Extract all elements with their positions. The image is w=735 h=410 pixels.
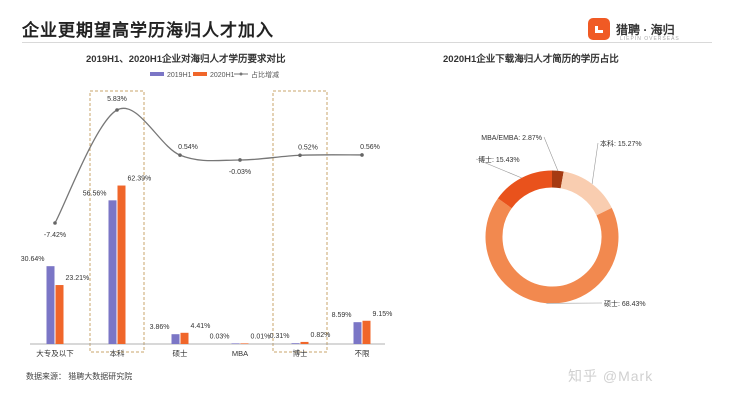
legend-label-2: 占比增减 — [251, 70, 279, 79]
donut-leader-2 — [475, 158, 522, 179]
bar-2019H1-4 — [291, 343, 300, 344]
bar-label-2019H1-1: 56.56% — [83, 190, 107, 197]
x-tick-label-1: 本科 — [110, 348, 125, 358]
line-point-4 — [298, 153, 302, 158]
watermark: 知乎 @Mark — [568, 368, 654, 384]
line-point-1 — [115, 108, 119, 112]
donut-leader-3 — [543, 136, 559, 171]
bar-label-2019H1-2: 3.86% — [150, 324, 170, 331]
line-label-0: -7.42% — [44, 232, 66, 239]
bar-chart-title: 2019H1、2020H1企业对海归人才学历要求对比 — [86, 54, 286, 65]
x-tick-label-3: MBA — [232, 349, 248, 358]
line-point-0 — [53, 221, 57, 225]
bar-2020H1-3 — [240, 343, 249, 344]
bar-2019H1-2 — [171, 334, 180, 344]
bar-label-2020H1-0: 23.21% — [66, 275, 90, 282]
bar-label-2020H1-2: 4.41% — [191, 323, 211, 330]
title-divider — [22, 42, 712, 43]
bar-2020H1-5 — [362, 320, 371, 344]
page-title: 企业更期望高学历海归人才加入 — [22, 21, 274, 40]
brand-tagline: LIEPIN OVERSEAS — [620, 36, 680, 42]
donut-label-3: MBA/EMBA: 2.87% — [481, 135, 542, 142]
highlight-box-1 — [272, 90, 328, 353]
legend-label-1: 2020H1 — [210, 72, 235, 79]
bar-label-2020H1-4: 0.82% — [311, 332, 331, 339]
x-tick-label-5: 不限 — [355, 349, 370, 358]
bar-chart-legend: 2019H1 2020H1 占比增减 — [150, 70, 279, 79]
line-label-1: 5.83% — [107, 96, 127, 103]
bar-label-2020H1-1: 62.39% — [128, 176, 152, 183]
x-tick-label-4: 博士 — [293, 348, 308, 358]
x-tick-label-0: 大专及以下 — [36, 348, 74, 358]
bar-2019H1-5 — [353, 322, 362, 344]
bar-label-2019H1-0: 30.64% — [21, 256, 45, 263]
legend-label-0: 2019H1 — [167, 72, 192, 79]
data-source-value: 猎聘大数据研究院 — [68, 372, 133, 381]
brand-name: 猎聘 · 海归 — [616, 22, 675, 37]
bar-2019H1-3 — [231, 343, 240, 344]
donut-label-0: 硕士: 68.43% — [604, 299, 646, 308]
bar-2020H1-0 — [55, 285, 64, 344]
donut-slice-0 — [485, 198, 619, 304]
data-source-label: 数据来源： — [26, 372, 66, 381]
line-point-5 — [360, 153, 364, 157]
legend-swatch-1 — [193, 72, 207, 76]
donut-slice-3 — [551, 170, 564, 189]
bar-2020H1-2 — [180, 332, 189, 344]
highlight-box-0 — [89, 90, 145, 353]
x-tick-label-2: 硕士 — [173, 348, 188, 358]
donut-slice-1 — [560, 171, 612, 216]
bar-2019H1-0 — [46, 266, 55, 344]
liepin-logo-icon — [588, 18, 610, 40]
bar-2020H1-4 — [300, 341, 309, 344]
data-source: 数据来源： 猎聘大数据研究院 — [26, 371, 132, 382]
bar-label-2019H1-4: 0.31% — [270, 333, 290, 340]
bar-label-2019H1-3: 0.03% — [210, 333, 230, 340]
brand-logo-group: 猎聘 · 海归 — [588, 18, 675, 40]
bar-2019H1-1 — [108, 200, 117, 344]
line-label-4: 0.52% — [298, 144, 318, 151]
legend-swatch-0 — [150, 72, 164, 76]
donut-chart-title: 2020H1企业下载海归人才简历的学历占比 — [443, 54, 619, 65]
line-point-2 — [178, 153, 182, 157]
bar-label-2019H1-5: 8.59% — [332, 312, 352, 319]
line-label-3: -0.03% — [229, 169, 251, 176]
donut-leader-1 — [591, 142, 599, 184]
bar-label-2020H1-3: 0.01% — [251, 333, 271, 340]
line-label-2: 0.54% — [178, 144, 198, 151]
legend-marker-2 — [239, 72, 243, 76]
bar-label-2020H1-5: 9.15% — [373, 311, 393, 318]
line-point-3 — [238, 158, 242, 162]
donut-label-1: 本科: 15.27% — [600, 139, 642, 148]
line-label-5: 0.56% — [360, 144, 380, 151]
bar-2020H1-1 — [117, 185, 126, 344]
donut-label-2: 博士: 15.43% — [478, 155, 520, 164]
donut-slice-2 — [497, 170, 553, 209]
